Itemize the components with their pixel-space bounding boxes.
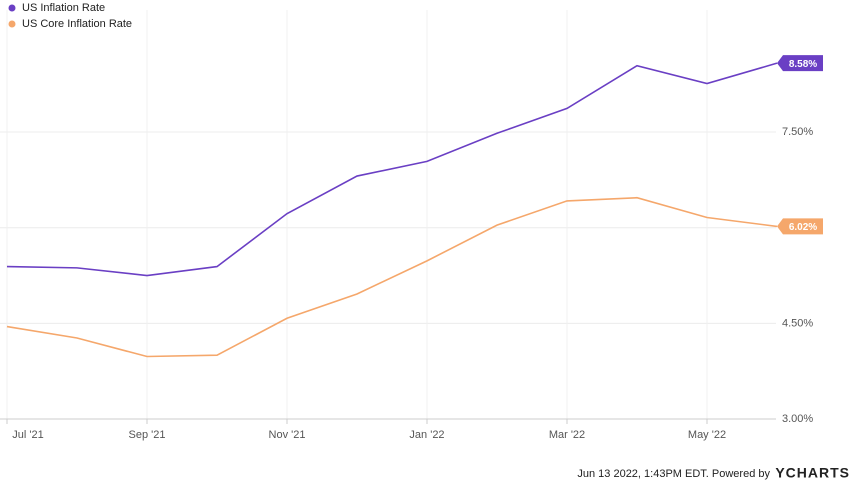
legend-label: US Core Inflation Rate: [22, 18, 132, 30]
y-tick-label: 7.50%: [782, 126, 813, 138]
value-label-box: [777, 218, 823, 235]
legend-label: US Inflation Rate: [22, 2, 105, 14]
x-tick-label: Mar '22: [549, 429, 585, 441]
brand: YCHARTS: [775, 465, 850, 481]
y-tick-label: 3.00%: [782, 413, 813, 425]
footer-note: Jun 13 2022, 1:43PM EDT. Powered by: [577, 468, 770, 480]
x-tick-label: Jan '22: [409, 429, 444, 441]
x-tick-label: Sep '21: [129, 429, 166, 441]
legend-marker: [8, 4, 16, 12]
x-tick-label: Jul '21: [12, 429, 43, 441]
series-line: [6, 196, 778, 358]
series-line: [6, 62, 778, 277]
x-tick-label: Nov '21: [269, 429, 306, 441]
value-label: 6.02%: [789, 222, 817, 233]
legend-marker: [8, 20, 16, 28]
value-label: 8.58%: [789, 59, 817, 70]
y-tick-label: 4.50%: [782, 317, 813, 329]
value-label-box: [777, 55, 823, 72]
x-tick-label: May '22: [688, 429, 726, 441]
